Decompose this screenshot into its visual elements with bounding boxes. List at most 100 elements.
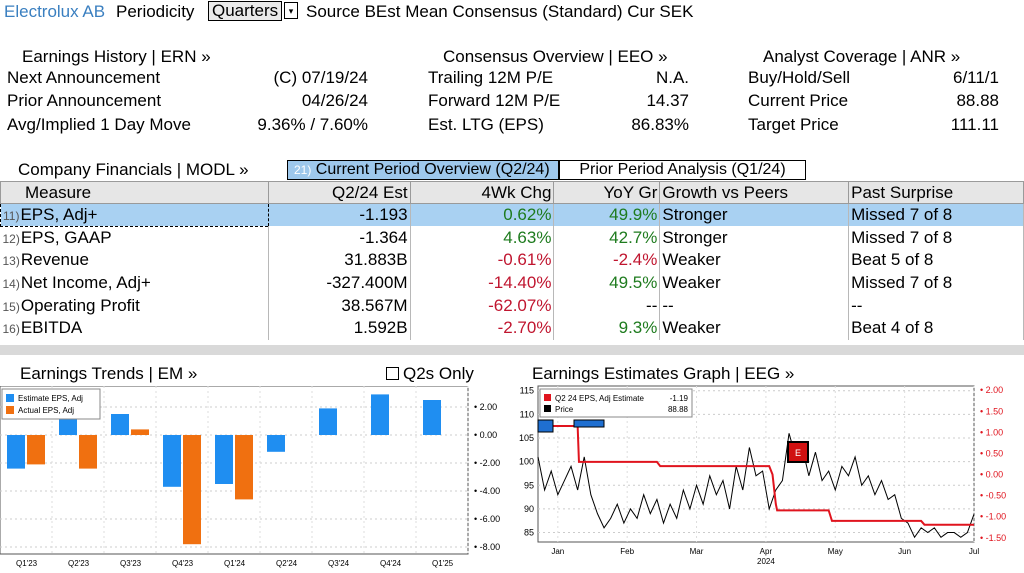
prior-announcement-label: Prior Announcement [7, 91, 162, 110]
estimate-bar [163, 435, 181, 487]
next-announcement-label: Next Announcement [7, 68, 161, 87]
growth-vs-peers-cell: Weaker [659, 316, 850, 340]
tab-current-period[interactable]: 21) Current Period Overview (Q2/24) [287, 160, 559, 180]
table-row[interactable]: 12)EPS, GAAP -1.364 4.63% 42.7% Stronger Miss… [0, 226, 1024, 249]
x-tick-label: Q1'24 [224, 559, 246, 568]
left-tick-label: 90 [524, 504, 534, 514]
event-marker [537, 419, 554, 433]
legend-value-estimate: -1.19 [670, 394, 689, 403]
estimate-bar [7, 435, 25, 469]
left-tick-label: 95 [524, 480, 534, 490]
measure-cell[interactable]: 11)EPS, Adj+ [0, 203, 269, 227]
legend-swatch-estimate [544, 394, 551, 401]
company-financials-header[interactable]: Company Financials | MODL » [18, 160, 249, 179]
table-row[interactable]: 15)Operating Profit 38.567M -62.07% -- -- -- [0, 294, 1024, 317]
legend-box [1, 388, 101, 420]
past-surprise-cell: Beat 4 of 8 [848, 316, 1024, 340]
implied-move-value: 9.36% / 7.60% [257, 115, 368, 134]
col-yoy-gr[interactable]: YoY Gr [553, 181, 661, 204]
col-measure[interactable]: Measure [0, 181, 269, 204]
past-surprise-cell: Missed 7 of 8 [848, 203, 1024, 227]
yoy-gr-cell: -- [553, 294, 661, 317]
estimate-event-marker [787, 441, 809, 463]
earnings-trends-header[interactable]: Earnings Trends | EM » [20, 364, 198, 383]
estimate-cell: -327.400M [268, 271, 411, 295]
yoy-gr-cell: 42.7% [553, 226, 661, 249]
col-estimate[interactable]: Q2/24 Est [267, 181, 411, 204]
growth-vs-peers-cell: Weaker [659, 271, 850, 295]
tab-prior-period[interactable]: Prior Period Analysis (Q1/24) [559, 160, 806, 180]
ltg-label: Est. LTG (EPS) [428, 115, 544, 134]
legend-box [539, 388, 693, 418]
company-name[interactable]: Electrolux AB [4, 2, 106, 21]
target-price-value: 111.11 [950, 115, 999, 134]
col-past-surprise[interactable]: Past Surprise [848, 181, 1024, 204]
4wk-chg-cell: -2.70% [410, 316, 555, 340]
col-4wk-chg[interactable]: 4Wk Chg [409, 181, 555, 204]
forward-pe-value: 14.37 [646, 91, 689, 110]
legend-label-estimate: Q2 24 EPS, Adj Estimate [555, 394, 644, 403]
table-row[interactable]: 16)EBITDA 1.592B -2.70% 9.3% Weaker Beat 4 of… [0, 316, 1024, 340]
x-tick-label: Jan [551, 547, 564, 556]
consensus-overview-header[interactable]: Consensus Overview | EEO » [443, 47, 668, 66]
chevron-down-icon[interactable]: ▾ [284, 2, 298, 19]
measure-cell[interactable]: 15)Operating Profit [0, 294, 269, 317]
earnings-graph-header[interactable]: Earnings Estimates Graph | EEG » [532, 364, 795, 383]
x-tick-label: Q1'25 [432, 559, 454, 568]
actual-bar [79, 435, 97, 469]
actual-bar [183, 435, 201, 545]
row-index: 12) [2, 231, 20, 246]
measure-cell[interactable]: 16)EBITDA [0, 316, 269, 340]
implied-move-label: Avg/Implied 1 Day Move [7, 115, 191, 134]
row-index: 16) [2, 322, 20, 337]
event-marker-label: E [795, 448, 801, 458]
right-tick-label: • -0.50 [980, 491, 1006, 501]
row-index: 15) [2, 299, 20, 314]
x-tick-label: Jul [969, 547, 979, 556]
target-price-label: Target Price [748, 115, 839, 134]
legend-label-actual: Actual EPS, Adj [18, 406, 74, 415]
right-tick-label: • 2.00 [980, 385, 1003, 395]
left-tick-label: 115 [520, 386, 534, 396]
trailing-pe-label: Trailing 12M P/E [428, 68, 554, 87]
col-growth-vs-peers[interactable]: Growth vs Peers [659, 181, 850, 204]
measure-name: EBITDA [20, 318, 83, 338]
measure-cell[interactable]: 14)Net Income, Adj+ [0, 271, 269, 295]
past-surprise-cell: Missed 7 of 8 [848, 271, 1024, 295]
earnings-history-header[interactable]: Earnings History | ERN » [22, 47, 211, 66]
row-index: 13) [2, 254, 20, 269]
x-tick-label: Mar [690, 547, 704, 556]
estimate-bar [423, 400, 441, 435]
buy-hold-sell-value: 6/11/1 [952, 68, 999, 87]
yoy-gr-cell: 49.5% [553, 271, 661, 295]
financials-table: Measure Q2/24 Est 4Wk Chg YoY Gr Growth … [0, 181, 1024, 340]
left-tick-label: 100 [519, 457, 534, 467]
right-tick-label: • -1.50 [980, 533, 1006, 543]
x-tick-label: Q4'24 [380, 559, 402, 568]
measure-name: EPS, Adj+ [20, 204, 98, 224]
buy-hold-sell-label: Buy/Hold/Sell [748, 68, 851, 87]
right-tick-label: • 1.50 [980, 406, 1003, 416]
growth-vs-peers-cell: -- [659, 294, 850, 317]
estimate-cell: 1.592B [268, 316, 411, 340]
estimate-bar [111, 414, 129, 435]
x-year-label: 2024 [757, 557, 775, 566]
q2s-only-toggle[interactable]: Q2s Only [386, 364, 474, 384]
table-row[interactable]: 11)EPS, Adj+ -1.193 0.62% 49.9% Stronger Miss… [0, 203, 1024, 227]
y-tick-label: • -6.00 [474, 514, 500, 524]
checkbox-icon[interactable] [386, 367, 399, 380]
periodicity-dropdown[interactable]: Quarters [208, 1, 283, 21]
measure-cell[interactable]: 12)EPS, GAAP [0, 226, 269, 249]
x-tick-label: May [828, 547, 843, 556]
top-bar: Electrolux AB Periodicity Quarters ▾ Sou… [0, 0, 1024, 24]
measure-cell[interactable]: 13)Revenue [0, 248, 269, 272]
yoy-gr-cell: 49.9% [553, 203, 661, 227]
table-row[interactable]: 13)Revenue 31.883B -0.61% -2.4% Weaker Beat 5… [0, 248, 1024, 272]
table-header-row: Measure Q2/24 Est 4Wk Chg YoY Gr Growth … [0, 181, 1024, 204]
periodicity-label: Periodicity [116, 2, 195, 21]
estimate-bar [267, 435, 285, 452]
table-row[interactable]: 14)Net Income, Adj+ -327.400M -14.40% 49.5%… [0, 271, 1024, 295]
analyst-coverage-header[interactable]: Analyst Coverage | ANR » [763, 47, 961, 66]
earnings-trends-chart: • 2.00 • 0.00 • -2.00 • -4.00 • -6.00 • -8.00… [0, 386, 500, 568]
trailing-pe-value: N.A. [655, 68, 689, 87]
